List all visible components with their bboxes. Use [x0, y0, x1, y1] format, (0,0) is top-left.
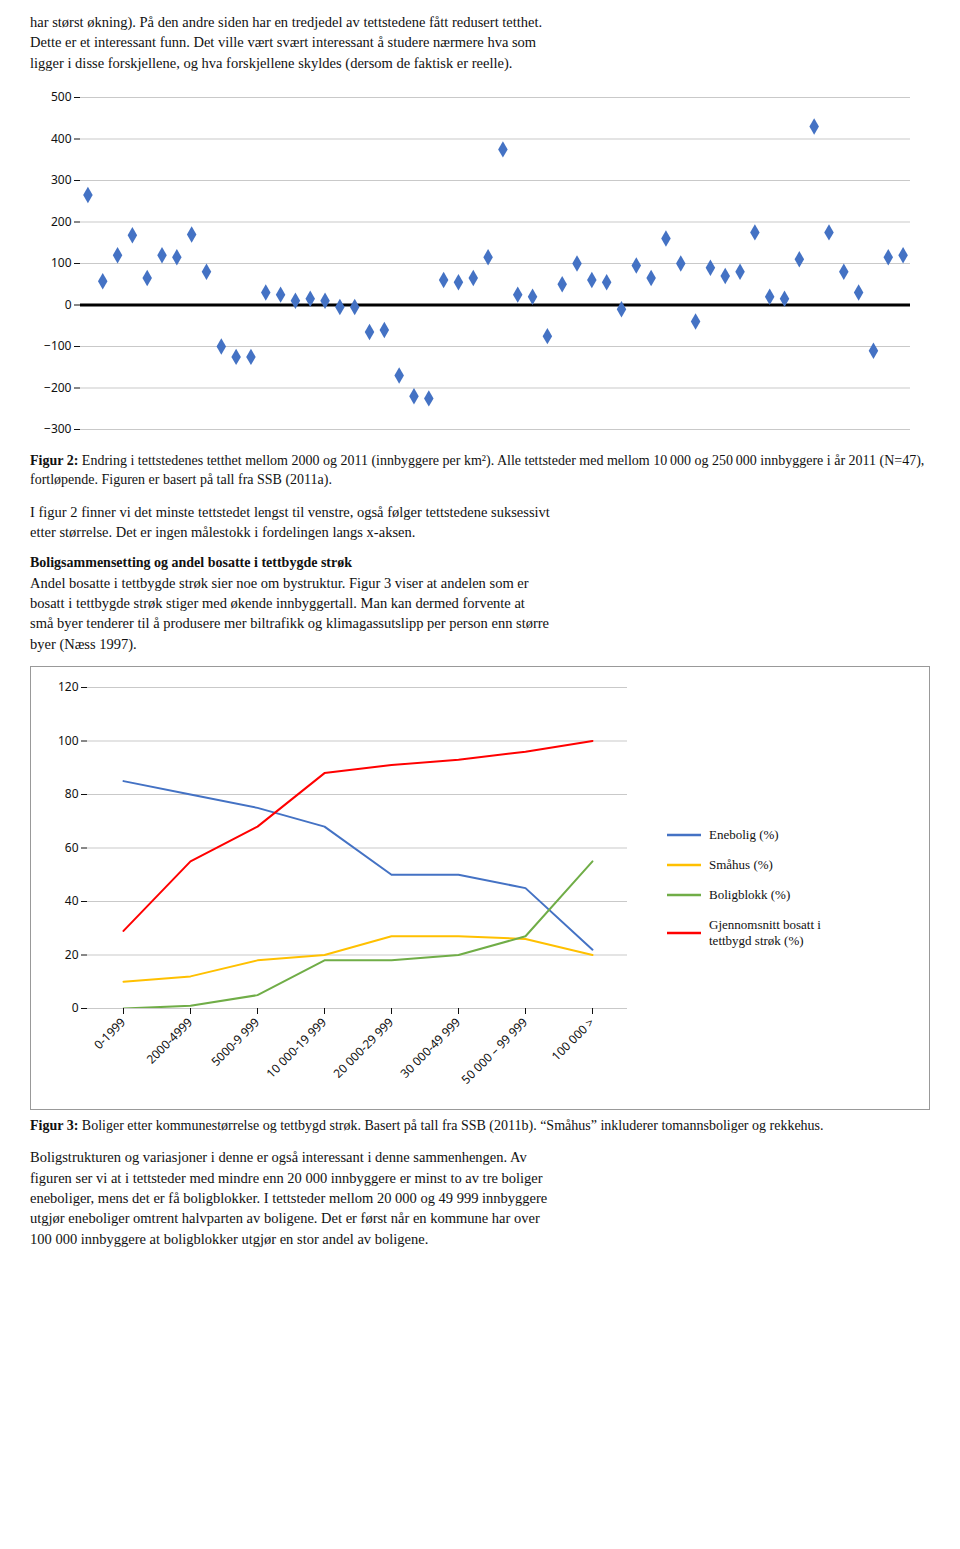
html-text:Figur 3: Boliger etter kommune: Figur 3: Boliger etter kommunestørrelse … [30, 1117, 824, 1133]
html-text:I figur 2 finner vi det minste: I figur 2 finner vi det minste tettstede… [30, 504, 550, 541]
svg-text:100: 100 [51, 254, 72, 271]
html-text:Figur 2: Endring i tettstedene: Figur 2: Endring i tettstedenes tetthet … [30, 452, 925, 488]
html-text:Gjennomsnitt bosatt i tettbygd: Gjennomsnitt bosatt i tettbygd strøk (%) [709, 916, 821, 948]
svg-text:20: 20 [65, 946, 79, 963]
svg-text:0: 0 [65, 296, 72, 313]
html-text:Enebolig (%): Enebolig (%) [709, 826, 779, 842]
svg-text:0-1999: 0-1999 [90, 1014, 129, 1053]
html-text:har størst økning). På den and: har størst økning). På den andre siden h… [30, 14, 543, 71]
html-text:Boligstrukturen og variasjoner: Boligstrukturen og variasjoner i denne e… [30, 1149, 548, 1247]
svg-text:80: 80 [65, 785, 79, 802]
html-text:Boligsammensetting og andel bo: Boligsammensetting og andel bosatte i te… [30, 554, 352, 570]
svg-text:50 000 – 99 999: 50 000 – 99 999 [457, 1014, 531, 1088]
svg-text:−200: −200 [44, 379, 72, 396]
svg-text:200: 200 [51, 213, 72, 230]
svg-text:2000-4999: 2000-4999 [142, 1014, 196, 1068]
svg-text:400: 400 [51, 130, 72, 147]
svg-text:−300: −300 [44, 420, 72, 437]
svg-text:40: 40 [65, 892, 79, 909]
html-text:Boligblokk (%): Boligblokk (%) [709, 886, 791, 902]
svg-text:30 000-49 999: 30 000-49 999 [396, 1014, 464, 1082]
html-text:Småhus (%): Småhus (%) [709, 856, 773, 872]
svg-text:10 000-19 999: 10 000-19 999 [262, 1014, 330, 1082]
svg-text:20 000-29 999: 20 000-29 999 [329, 1014, 397, 1082]
html-text:Andel bosatte i tettbygde strø: Andel bosatte i tettbygde strøk sier noe… [30, 574, 549, 652]
svg-text:120: 120 [58, 678, 79, 695]
svg-text:0: 0 [72, 999, 79, 1016]
svg-text:300: 300 [51, 171, 72, 188]
svg-text:−100: −100 [44, 337, 72, 354]
svg-text:500: 500 [51, 88, 72, 105]
svg-text:60: 60 [65, 839, 79, 856]
svg-text:5000-9 999: 5000-9 999 [207, 1014, 263, 1070]
svg-text:100 000 >: 100 000 > [548, 1014, 599, 1065]
svg-text:100: 100 [58, 732, 79, 749]
